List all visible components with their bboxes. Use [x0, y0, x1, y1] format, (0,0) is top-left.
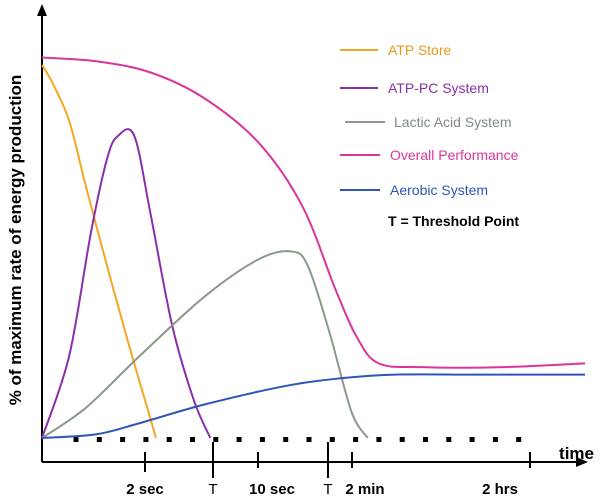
legend-label-atp-store: ATP Store	[388, 42, 452, 58]
series-line-overall	[41, 56, 586, 369]
legend: ATP Store ATP-PC System Lactic Acid Syst…	[340, 42, 519, 229]
legend-label-overall: Overall Performance	[390, 147, 519, 163]
baseline-dot	[423, 437, 428, 442]
legend-label-lactic: Lactic Acid System	[394, 114, 512, 130]
baseline-dot	[353, 437, 359, 442]
baseline-dot	[469, 437, 475, 442]
x-axis-label: time	[559, 444, 594, 463]
baseline-dot	[492, 437, 498, 442]
series-lines	[41, 56, 586, 439]
legend-label-atp-pc: ATP-PC System	[388, 80, 489, 96]
series-line-aerobic	[41, 373, 585, 439]
legend-label-aerobic: Aerobic System	[390, 182, 488, 198]
baseline-dot	[259, 437, 265, 442]
baseline-dot	[376, 437, 382, 442]
baseline-dot	[190, 437, 195, 442]
baseline-dot	[283, 437, 289, 442]
y-axis-label: % of maximum rate of energy production	[6, 75, 25, 406]
tick-label: 10 sec	[249, 481, 295, 498]
baseline-dot	[96, 437, 102, 442]
x-axis-arrow-icon	[576, 457, 588, 467]
series-line-lactic	[41, 250, 369, 439]
baseline-dot	[306, 437, 312, 442]
baseline-dot	[166, 437, 172, 442]
baseline-dot	[516, 437, 522, 442]
baseline-dot	[73, 437, 79, 442]
series-line-atp-store	[41, 64, 157, 439]
tick-label: T	[323, 481, 332, 498]
tick-label: 2 hrs	[482, 481, 518, 498]
threshold-note: T = Threshold Point	[388, 213, 519, 229]
tick-label: 2 min	[345, 481, 384, 498]
tick-label: T	[208, 481, 217, 498]
y-axis-arrow-icon	[37, 4, 47, 16]
baseline-dot	[329, 437, 335, 442]
tick-label: 2 sec	[126, 481, 164, 498]
baseline-dot	[213, 437, 219, 442]
baseline-dot	[143, 437, 149, 442]
series-line-atp-pc	[41, 128, 212, 439]
baseline-dot	[236, 437, 242, 442]
baseline-dot	[446, 437, 452, 442]
baseline-dot	[120, 437, 126, 442]
dotted-baseline	[73, 437, 522, 442]
baseline-dot	[399, 437, 405, 442]
